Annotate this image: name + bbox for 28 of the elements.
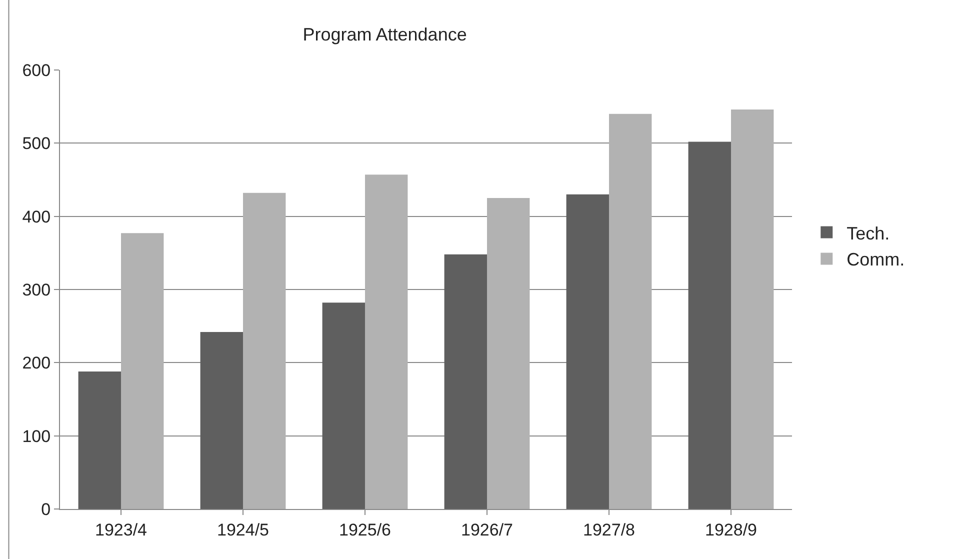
bar <box>487 198 530 509</box>
y-tick-label: 500 <box>22 134 51 154</box>
y-tick-label: 300 <box>22 280 51 300</box>
chart-title: Program Attendance <box>302 24 467 45</box>
bar <box>78 371 121 509</box>
y-tick-label: 200 <box>22 354 51 373</box>
legend-label: Comm. <box>846 250 905 270</box>
x-tick-label: 1928/9 <box>705 520 757 540</box>
bar <box>121 233 164 509</box>
bar <box>243 192 286 509</box>
bar <box>731 110 774 509</box>
bar <box>444 254 487 509</box>
y-tick-label: 100 <box>22 426 51 446</box>
y-tick-label: 400 <box>22 207 51 226</box>
bar <box>365 174 408 509</box>
x-tick-label: 1925/6 <box>339 520 391 540</box>
legend-label: Tech. <box>846 223 890 244</box>
x-tick-label: 1927/8 <box>583 520 635 540</box>
bar <box>688 142 731 509</box>
x-tick-label: 1924/5 <box>217 520 269 540</box>
y-tick-label: 600 <box>22 60 51 80</box>
bar <box>609 114 652 509</box>
x-tick-label: 1923/4 <box>95 520 147 540</box>
bar <box>322 302 365 509</box>
y-tick-label: 0 <box>41 500 51 519</box>
bar <box>200 332 243 509</box>
x-tick-label: 1926/7 <box>461 520 513 540</box>
bar <box>566 194 609 509</box>
